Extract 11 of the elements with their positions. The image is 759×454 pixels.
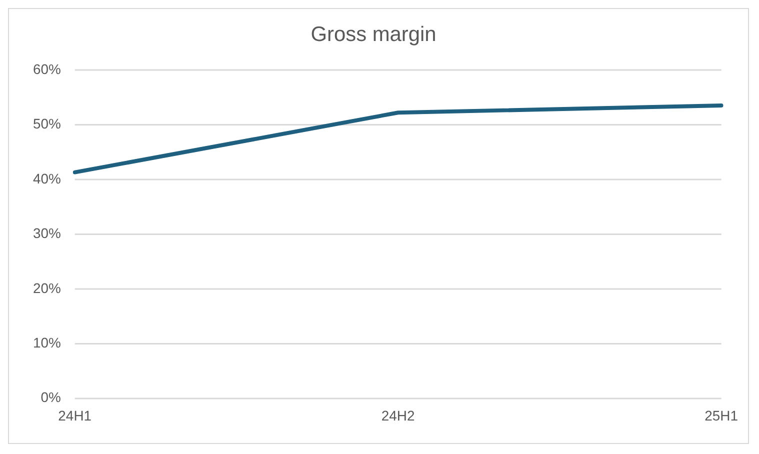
- y-tick-label: 50%: [32, 116, 61, 132]
- y-tick-label: 0%: [40, 389, 61, 406]
- chart-title: Gross margin: [310, 23, 436, 46]
- x-tick-label: 24H2: [381, 408, 416, 424]
- x-tick-label: 24H1: [58, 408, 92, 424]
- x-tick-label: 25H1: [704, 408, 738, 424]
- y-tick-label: 10%: [32, 334, 61, 350]
- y-tick-label: 30%: [32, 225, 61, 241]
- y-tick-label: 40%: [32, 170, 61, 186]
- y-tick-label: 20%: [32, 280, 61, 296]
- y-tick-label: 60%: [32, 60, 61, 77]
